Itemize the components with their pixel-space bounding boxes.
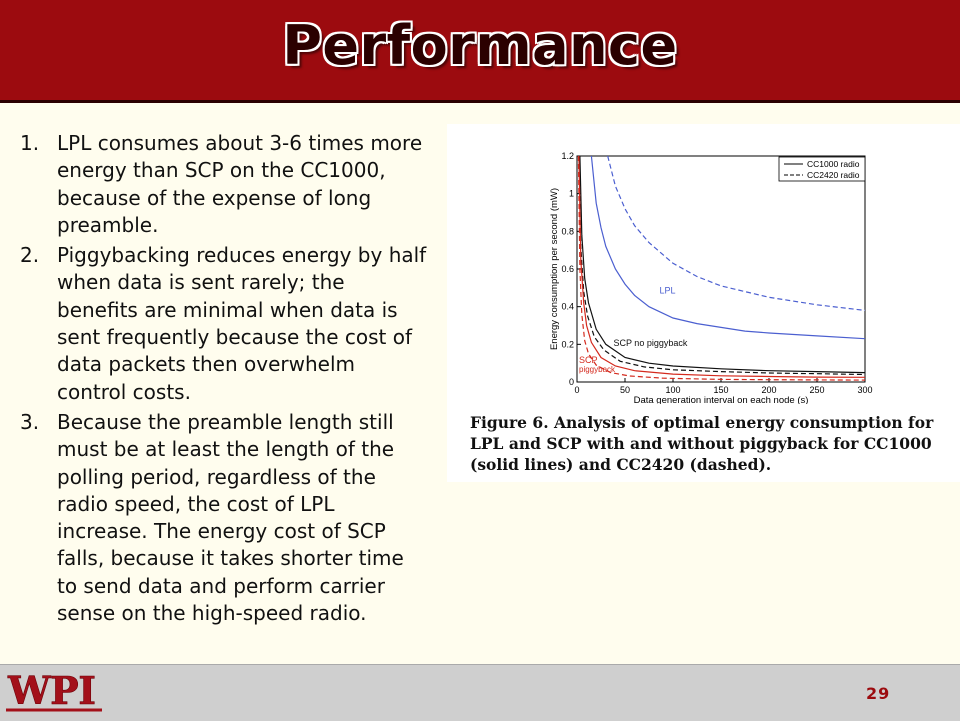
legend-box (778, 156, 866, 182)
bullet-list: 1. LPL consumes about 3-6 times more ene… (20, 130, 430, 630)
legend-label-cc2420: CC2420 radio (807, 170, 860, 180)
series-line (578, 155, 866, 376)
series-line (578, 155, 866, 378)
series-line (607, 155, 866, 311)
y-tick-label: 1.2 (561, 151, 574, 161)
annotation-scp-no-piggyback: SCP no piggyback (613, 338, 687, 348)
list-item: 1. LPL consumes about 3-6 times more ene… (20, 130, 430, 239)
y-axis-label: Energy consumption per second (mW) (549, 188, 560, 350)
x-tick-label: 50 (620, 385, 630, 395)
x-tick-label: 0 (574, 385, 579, 395)
list-item: 3. Because the preamble length still mus… (20, 409, 430, 627)
annotation-lpl: LPL (660, 285, 676, 295)
x-axis-label: Data generation interval on each node (s… (634, 395, 809, 404)
svg-text:WPI: WPI (7, 670, 96, 713)
energy-chart: 0 50 100 150 200 250 300 0 0.2 0.4 0.6 0.8 1 1.2 Data … (549, 151, 873, 406)
x-tick-label: 100 (665, 385, 680, 395)
series-line (579, 155, 866, 374)
series-line (577, 155, 866, 381)
list-item-number: 1. (20, 131, 40, 155)
plot-frame (576, 155, 866, 383)
figure-caption: Figure 6. Analysis of optimal energy con… (470, 413, 934, 474)
series-line (590, 155, 866, 340)
figure: 0 50 100 150 200 250 300 0 0.2 0.4 0.6 0.8 1 1.2 Data … (447, 124, 960, 482)
footer-bar (0, 664, 960, 721)
x-tick-label: 150 (713, 385, 728, 395)
wpi-logo: WPI (6, 670, 102, 713)
title-bar: Performance (0, 0, 960, 103)
annotation-piggyback: piggyback (579, 365, 616, 374)
slide-title: Performance (282, 14, 678, 77)
annotation-scp: SCP (579, 355, 598, 365)
y-tick-label: 0.8 (561, 226, 574, 236)
legend-label-cc1000: CC1000 radio (807, 159, 860, 169)
list-item-text: LPL consumes about 3-6 times more energy… (57, 131, 423, 237)
list-item-text: Because the preamble length still must b… (57, 409, 404, 626)
y-tick-label: 1 (569, 189, 574, 199)
y-tick-label: 0 (569, 377, 574, 387)
list-item: 2. Piggybacking reduces energy by half w… (20, 242, 430, 406)
page-number: 29 (866, 684, 891, 703)
list-item-text: Piggybacking reduces energy by half when… (57, 243, 427, 404)
x-tick-label: 250 (809, 385, 824, 395)
y-tick-label: 0.4 (561, 302, 574, 312)
list-item-number: 3. (20, 409, 40, 434)
x-tick-label: 300 (857, 385, 872, 395)
list-item-number: 2. (20, 243, 40, 268)
y-tick-label: 0.6 (561, 264, 574, 274)
y-tick-label: 0.2 (561, 339, 574, 349)
x-tick-label: 200 (761, 385, 776, 395)
